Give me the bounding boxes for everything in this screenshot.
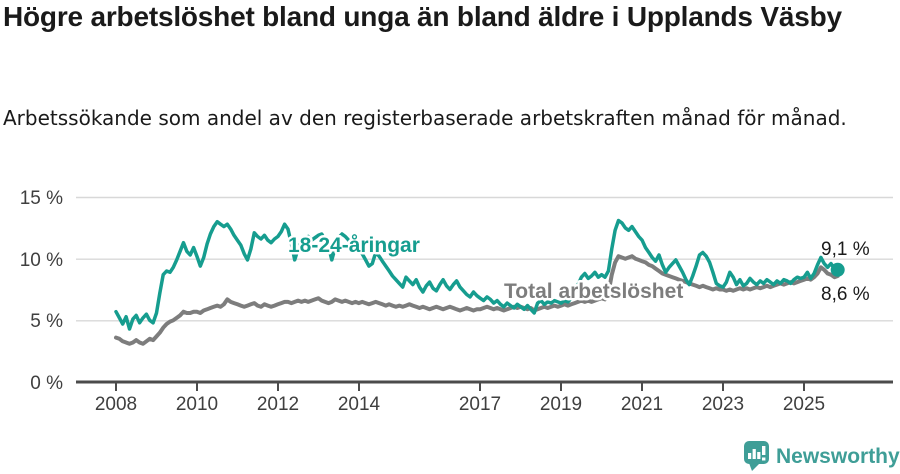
chart-subtitle: Arbetssökande som andel av den registerb…	[3, 106, 847, 130]
x-axis-ticks	[115, 383, 805, 391]
x-label-2021: 2021	[621, 394, 663, 415]
x-label-2014: 2014	[338, 394, 381, 415]
newsworthy-logo-text: Newsworthy	[776, 445, 900, 468]
line-young	[114, 218, 840, 331]
x-label-2017: 2017	[459, 394, 501, 415]
x-label-2025: 2025	[783, 394, 825, 415]
series-label-young: 18-24-åringar	[288, 234, 420, 257]
series-label-total: Total arbetslöshet	[504, 280, 683, 303]
end-label-young: 9,1 %	[821, 239, 870, 260]
x-label-2008: 2008	[95, 394, 137, 415]
x-label-2019: 2019	[540, 394, 582, 415]
newsworthy-logo[interactable]: Newsworthy	[744, 441, 900, 471]
line-total	[114, 254, 840, 346]
x-axis-labels: 2008 2010 2012 2014 2017 2019 2021 2023 …	[95, 394, 825, 415]
y-label-0: 0 %	[30, 373, 63, 394]
newsworthy-icon	[744, 441, 769, 471]
y-label-10: 10 %	[20, 250, 63, 271]
x-label-2010: 2010	[176, 394, 218, 415]
chart-title: Högre arbetslöshet bland unga än bland ä…	[3, 1, 842, 32]
x-label-2023: 2023	[702, 394, 744, 415]
end-dot-young	[830, 262, 845, 277]
y-label-5: 5 %	[30, 311, 63, 332]
y-label-15: 15 %	[20, 188, 63, 209]
y-axis-labels: 15 % 10 % 5 % 0 %	[20, 188, 63, 394]
line-chart: 15 % 10 % 5 % 0 % 2008 2010 2012 2014 20…	[20, 188, 900, 471]
x-label-2012: 2012	[257, 394, 299, 415]
end-label-total: 8,6 %	[821, 284, 870, 305]
